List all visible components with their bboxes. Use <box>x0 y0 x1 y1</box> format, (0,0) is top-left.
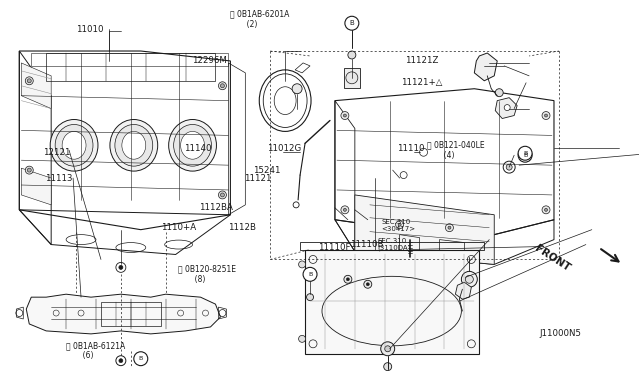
Circle shape <box>119 265 123 269</box>
Circle shape <box>220 84 225 88</box>
Circle shape <box>341 112 349 119</box>
Circle shape <box>26 77 33 85</box>
Ellipse shape <box>55 125 93 166</box>
Circle shape <box>299 336 305 342</box>
Circle shape <box>398 223 401 226</box>
Circle shape <box>346 278 349 281</box>
Text: 11110F: 11110F <box>318 243 351 252</box>
Circle shape <box>518 146 532 160</box>
Circle shape <box>348 51 356 59</box>
Text: 15241: 15241 <box>253 166 281 174</box>
Circle shape <box>545 208 547 211</box>
Text: B: B <box>523 153 527 158</box>
Circle shape <box>116 262 126 272</box>
Polygon shape <box>495 98 517 119</box>
Circle shape <box>116 356 126 366</box>
Ellipse shape <box>180 131 205 159</box>
Text: Ⓑ 0B120-8251E
       (8): Ⓑ 0B120-8251E (8) <box>178 264 236 284</box>
Text: B: B <box>139 356 143 361</box>
Circle shape <box>134 352 148 366</box>
Circle shape <box>292 84 302 94</box>
Circle shape <box>445 224 453 232</box>
Polygon shape <box>21 168 51 205</box>
Text: 11012G: 11012G <box>268 144 301 153</box>
Text: B: B <box>523 151 527 156</box>
Circle shape <box>303 267 317 281</box>
Circle shape <box>542 112 550 119</box>
Circle shape <box>504 105 510 110</box>
Text: SEC.310
(3110DA): SEC.310 (3110DA) <box>378 238 411 251</box>
Text: 11121: 11121 <box>244 174 272 183</box>
Circle shape <box>28 79 31 83</box>
Circle shape <box>495 89 503 97</box>
Circle shape <box>384 363 392 371</box>
Text: B: B <box>308 272 312 277</box>
Text: B: B <box>349 20 354 26</box>
Ellipse shape <box>62 131 86 159</box>
Circle shape <box>344 208 346 211</box>
Text: 1112BA: 1112BA <box>198 203 232 212</box>
Circle shape <box>345 16 359 30</box>
Circle shape <box>503 161 515 173</box>
Circle shape <box>218 82 227 90</box>
Polygon shape <box>21 63 51 109</box>
Polygon shape <box>474 53 497 81</box>
Circle shape <box>461 271 477 287</box>
Circle shape <box>381 342 395 356</box>
Circle shape <box>346 72 358 84</box>
Circle shape <box>218 191 227 199</box>
Circle shape <box>448 226 451 229</box>
Circle shape <box>506 164 512 170</box>
Polygon shape <box>344 68 360 88</box>
Text: J11000N5: J11000N5 <box>539 329 581 339</box>
Text: 11010: 11010 <box>76 25 104 34</box>
Circle shape <box>518 148 532 162</box>
Text: 12296M: 12296M <box>191 57 227 65</box>
Text: 11110: 11110 <box>397 144 424 153</box>
Text: Ⓑ 0B1AB-6201A
       (2): Ⓑ 0B1AB-6201A (2) <box>230 10 290 29</box>
Text: Ⓑ 0B121-040LE
       (4): Ⓑ 0B121-040LE (4) <box>426 141 484 160</box>
Circle shape <box>465 275 474 283</box>
Text: 11110B: 11110B <box>350 240 383 249</box>
Circle shape <box>366 283 369 286</box>
Polygon shape <box>26 294 220 334</box>
Text: 12121: 12121 <box>44 148 70 157</box>
Circle shape <box>220 193 225 197</box>
Ellipse shape <box>173 125 211 166</box>
Circle shape <box>400 171 407 179</box>
Circle shape <box>26 166 33 174</box>
Circle shape <box>420 148 428 156</box>
Ellipse shape <box>122 131 146 159</box>
Text: 1112B: 1112B <box>228 223 257 232</box>
Ellipse shape <box>169 119 216 171</box>
Text: 1110+A: 1110+A <box>161 223 196 232</box>
Text: 11121Z: 11121Z <box>404 57 438 65</box>
Circle shape <box>344 275 352 283</box>
Ellipse shape <box>50 119 98 171</box>
Ellipse shape <box>110 119 157 171</box>
Polygon shape <box>456 282 471 299</box>
Circle shape <box>341 206 349 214</box>
Circle shape <box>307 294 314 301</box>
Circle shape <box>364 280 372 288</box>
Text: Ⓑ 0B1AB-6121A
       (6): Ⓑ 0B1AB-6121A (6) <box>66 341 125 360</box>
Text: 11140: 11140 <box>184 144 211 153</box>
Circle shape <box>299 261 305 268</box>
Circle shape <box>545 114 547 117</box>
Polygon shape <box>305 250 479 354</box>
Ellipse shape <box>115 125 153 166</box>
Circle shape <box>344 114 346 117</box>
Text: 11121+△: 11121+△ <box>401 78 442 87</box>
Circle shape <box>542 206 550 214</box>
Circle shape <box>119 359 123 363</box>
Circle shape <box>28 168 31 172</box>
Text: 11113: 11113 <box>45 174 73 183</box>
Circle shape <box>385 346 390 352</box>
Text: SEC.310
<30417>: SEC.310 <30417> <box>381 219 416 232</box>
Text: FRONT: FRONT <box>533 243 572 273</box>
Polygon shape <box>355 195 494 264</box>
Circle shape <box>396 221 404 229</box>
